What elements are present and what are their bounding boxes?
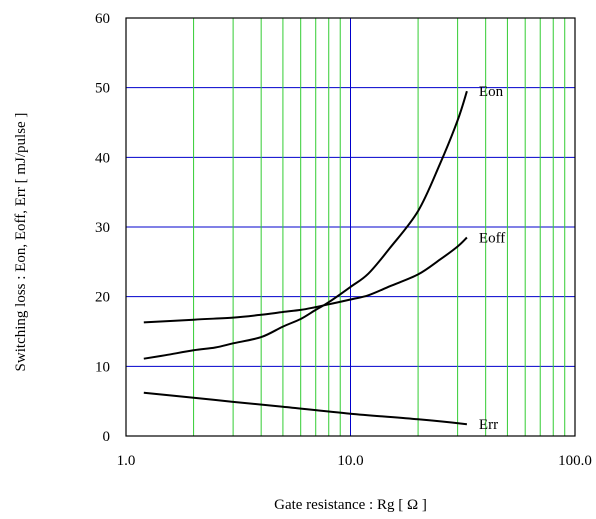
series-line-err xyxy=(143,391,468,426)
x-tick-label: 10.0 xyxy=(337,453,363,469)
series-label-eon: Eon xyxy=(479,84,504,100)
series-label-eoff: Eoff xyxy=(479,230,505,246)
series-label-err: Err xyxy=(479,417,498,433)
y-tick-label: 50 xyxy=(95,81,110,97)
y-axis-label: Switching loss : Eon, Eoff, Err [ mJ/pul… xyxy=(13,113,29,372)
y-tick-label: 20 xyxy=(95,290,110,306)
plot-frame xyxy=(125,17,576,437)
series-lines xyxy=(143,90,468,426)
y-tick-label: 10 xyxy=(95,359,110,375)
x-tick-labels: 1.0 10.0 100.0 xyxy=(117,453,592,469)
y-tick-label: 30 xyxy=(95,220,110,236)
y-tick-label: 40 xyxy=(95,150,110,166)
series-line-eoff xyxy=(143,236,468,324)
x-axis-label: Gate resistance : Rg [ Ω ] xyxy=(274,497,427,513)
series-labels: Eon Eoff Err xyxy=(479,84,505,433)
x-tick-label: 1.0 xyxy=(117,453,136,469)
y-tick-label: 0 xyxy=(103,429,111,445)
x-tick-label: 100.0 xyxy=(558,453,592,469)
y-tick-labels: 0 10 20 30 40 50 60 xyxy=(95,11,110,445)
series-line-eon xyxy=(143,90,468,360)
y-tick-label: 60 xyxy=(95,11,110,27)
grid-lines xyxy=(126,18,575,436)
